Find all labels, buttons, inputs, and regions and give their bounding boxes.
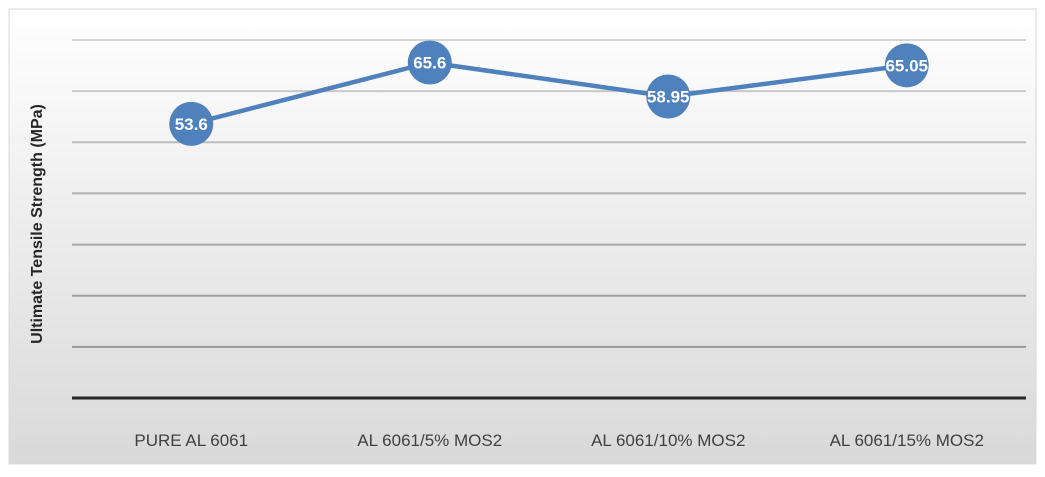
data-point-marker	[169, 101, 214, 146]
data-label: 65.6	[413, 54, 446, 73]
x-tick-labels: PURE AL 6061 AL 6061/5% MOS2 AL 6061/10% M…	[134, 431, 984, 450]
x-tick-label: AL 6061/5% MOS2	[357, 431, 502, 450]
y-axis-title: Ultimate Tensile Strength (MPa)	[29, 104, 46, 344]
data-label: 58.95	[647, 88, 690, 107]
series-line-layer	[190, 60, 908, 127]
chart-background	[8, 8, 1037, 465]
series-line	[190, 60, 908, 127]
data-point-marker	[407, 40, 452, 85]
data-label: 65.05	[885, 56, 928, 75]
markers-layer: 53.6 65.6 58.95 65.05	[169, 40, 929, 146]
x-tick-label: AL 6061/15% MOS2	[830, 431, 984, 450]
data-point-marker	[646, 74, 691, 119]
gridlines	[72, 39, 1026, 400]
x-tick-label: PURE AL 6061	[134, 431, 248, 450]
data-label: 53.6	[175, 115, 208, 134]
x-tick-label: AL 6061/10% MOS2	[591, 431, 745, 450]
data-point-marker	[884, 43, 929, 88]
